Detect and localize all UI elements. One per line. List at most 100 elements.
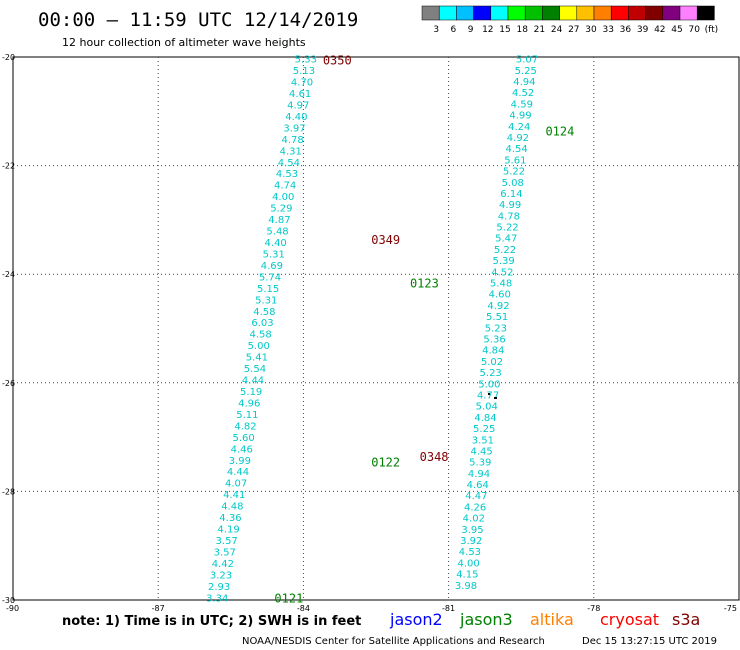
axis-ticks: -90 -87 -84 -81 -78 -75 -20 -22 -24 -26 -28 -30 bbox=[2, 53, 737, 613]
wave-height-point: 4.84 bbox=[474, 413, 496, 424]
colorbar-label: 9 bbox=[468, 25, 474, 35]
pass-time-label: 0121 bbox=[274, 591, 303, 605]
wave-height-point: 4.53 bbox=[276, 169, 298, 180]
wave-height-point: 3.92 bbox=[460, 536, 482, 547]
colorbar-swatch bbox=[524, 5, 543, 21]
wave-height-point: 3.34 bbox=[206, 593, 228, 604]
wave-height-point: 5.23 bbox=[480, 368, 502, 379]
wave-height-point: 5.07 bbox=[516, 55, 538, 66]
wave-height-point: 5.25 bbox=[515, 66, 537, 77]
grid bbox=[13, 57, 739, 600]
y-tick-label: -28 bbox=[2, 487, 15, 496]
wave-height-point: 5.39 bbox=[469, 458, 491, 469]
colorbar-label: 33 bbox=[602, 25, 613, 35]
wave-height-point: 4.00 bbox=[457, 558, 479, 569]
legend-cryosat: cryosat bbox=[600, 610, 659, 629]
colorbar-swatch bbox=[662, 5, 681, 21]
wave-height-point: 5.48 bbox=[490, 279, 512, 290]
wave-height-point: 4.87 bbox=[268, 215, 290, 226]
wave-height-point: 5.11 bbox=[236, 410, 258, 421]
wave-height-point: 5.22 bbox=[494, 245, 516, 256]
wave-height-point: 5.25 bbox=[473, 424, 495, 435]
wave-height-point: 3.97 bbox=[283, 123, 305, 134]
x-tick-label: -81 bbox=[442, 604, 455, 613]
wave-height-point: 4.64 bbox=[467, 480, 489, 491]
colorbar-swatch bbox=[421, 5, 440, 21]
wave-height-point: 5.41 bbox=[246, 353, 268, 364]
wave-height-point: 5.23 bbox=[485, 323, 507, 334]
colorbar-swatch bbox=[576, 5, 595, 21]
page-title: 00:00 — 11:59 UTC 12/14/2019 bbox=[38, 9, 358, 31]
wave-height-point: 4.59 bbox=[511, 99, 533, 110]
wave-height-point: 5.00 bbox=[248, 341, 270, 352]
data-points: 5.335.134.704.614.974.403.974.784.314.54… bbox=[206, 55, 538, 605]
wave-height-point: 4.00 bbox=[272, 192, 294, 203]
colorbar-label: 30 bbox=[585, 25, 597, 35]
wave-height-point: 4.92 bbox=[507, 133, 529, 144]
wave-height-point: 5.22 bbox=[503, 167, 525, 178]
colorbar-swatch bbox=[628, 5, 646, 21]
wave-height-point: 4.40 bbox=[265, 238, 287, 249]
pass-time-label: 0350 bbox=[323, 54, 352, 68]
legend-s3a: s3a bbox=[672, 610, 700, 629]
pass-time-label: 0123 bbox=[410, 276, 439, 290]
colorbar-label: (ft) bbox=[705, 25, 719, 35]
y-tick-label: -20 bbox=[2, 53, 15, 62]
wave-height-point: 4.36 bbox=[219, 513, 241, 524]
wave-height-point: 4.94 bbox=[468, 469, 490, 480]
wave-height-point: 4.78 bbox=[281, 135, 303, 146]
wave-height-point: 3.95 bbox=[461, 525, 483, 536]
wave-height-point: 5.29 bbox=[270, 204, 292, 215]
colorbar-swatch bbox=[438, 5, 457, 21]
colorbar-swatch bbox=[559, 5, 578, 21]
plot-frame bbox=[12, 56, 740, 601]
wave-height-point: 4.52 bbox=[491, 267, 513, 278]
wave-height-point: 4.02 bbox=[463, 514, 485, 525]
wave-height-point: 4.31 bbox=[280, 146, 302, 157]
wave-height-point: 4.48 bbox=[221, 502, 243, 513]
wave-height-point: 6.03 bbox=[251, 318, 273, 329]
satellite-legend: jason2 jason3 altika cryosat s3a bbox=[389, 610, 700, 629]
colorbar-label: 18 bbox=[516, 25, 528, 35]
wave-height-point: 3.57 bbox=[214, 547, 236, 558]
wave-height-point: 4.84 bbox=[482, 346, 504, 357]
wave-height-point: 4.58 bbox=[253, 307, 275, 318]
wave-height-point: 5.19 bbox=[240, 387, 262, 398]
wave-height-point: 4.54 bbox=[278, 158, 300, 169]
wave-height-point: 4.47 bbox=[465, 491, 487, 502]
wave-height-point: 4.52 bbox=[512, 88, 534, 99]
wave-height-point: 5.36 bbox=[483, 335, 505, 346]
wave-height-point: 3.23 bbox=[210, 570, 232, 581]
wave-height-point: 4.58 bbox=[249, 330, 271, 341]
island-mark bbox=[488, 393, 490, 395]
colorbar-label: 39 bbox=[637, 25, 649, 35]
footer-credit: NOAA/NESDIS Center for Satellite Applica… bbox=[242, 636, 545, 647]
wave-height-point: 5.60 bbox=[232, 433, 254, 444]
wave-height-point: 3.57 bbox=[216, 536, 238, 547]
wave-height-point: 5.22 bbox=[496, 223, 518, 234]
wave-height-point: 3.99 bbox=[229, 456, 251, 467]
island-mark bbox=[494, 397, 497, 399]
wave-height-point: 5.47 bbox=[495, 234, 517, 245]
wave-height-point: 3.98 bbox=[455, 581, 477, 592]
wave-height-point: 4.45 bbox=[470, 446, 492, 457]
wave-height-point: 4.82 bbox=[234, 421, 256, 432]
footer-note: note: 1) Time is in UTC; 2) SWH is in fe… bbox=[62, 614, 361, 629]
colorbar: 3 6 9 12 15 18 21 24 27 30 33 36 39 42 45 70 (ft) bbox=[421, 5, 719, 35]
x-tick-label: -87 bbox=[152, 604, 165, 613]
wave-height-point: 4.42 bbox=[212, 559, 234, 570]
legend-altika: altika bbox=[530, 610, 574, 629]
wave-height-point: 2.93 bbox=[208, 582, 230, 593]
wave-height-point: 4.24 bbox=[508, 122, 530, 133]
wave-height-point: 4.07 bbox=[225, 479, 247, 490]
colorbar-label: 70 bbox=[688, 25, 700, 35]
y-tick-label: -30 bbox=[2, 596, 15, 605]
colorbar-swatch bbox=[610, 5, 629, 21]
wave-height-point: 4.41 bbox=[223, 490, 245, 501]
wave-height-point: 4.97 bbox=[287, 100, 309, 111]
wave-height-point: 4.19 bbox=[217, 525, 239, 536]
legend-jason3: jason3 bbox=[459, 610, 513, 629]
colorbar-label: 6 bbox=[451, 25, 457, 35]
wave-height-point: 4.44 bbox=[227, 467, 249, 478]
colorbar-label: 45 bbox=[671, 25, 682, 35]
